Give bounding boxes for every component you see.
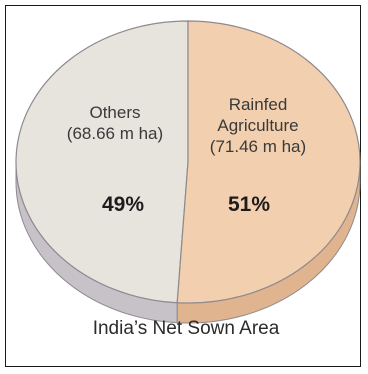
pie-slice-0 bbox=[15, 20, 189, 304]
slice-label-0: Others (68.66 m ha) bbox=[67, 103, 163, 143]
pie-labels: Others (68.66 m ha) 49% Rainfed Agriculture(… bbox=[67, 95, 306, 216]
pie-slice-1 bbox=[176, 20, 361, 304]
slice-label-1: Rainfed Agriculture (71.46 m ha) bbox=[210, 95, 306, 156]
slice-percent-1: 51% bbox=[228, 193, 270, 216]
chart-title: India’s Net Sown Area bbox=[93, 318, 280, 339]
slice-percent-0: 49% bbox=[102, 193, 144, 216]
pie-slices bbox=[15, 20, 361, 324]
